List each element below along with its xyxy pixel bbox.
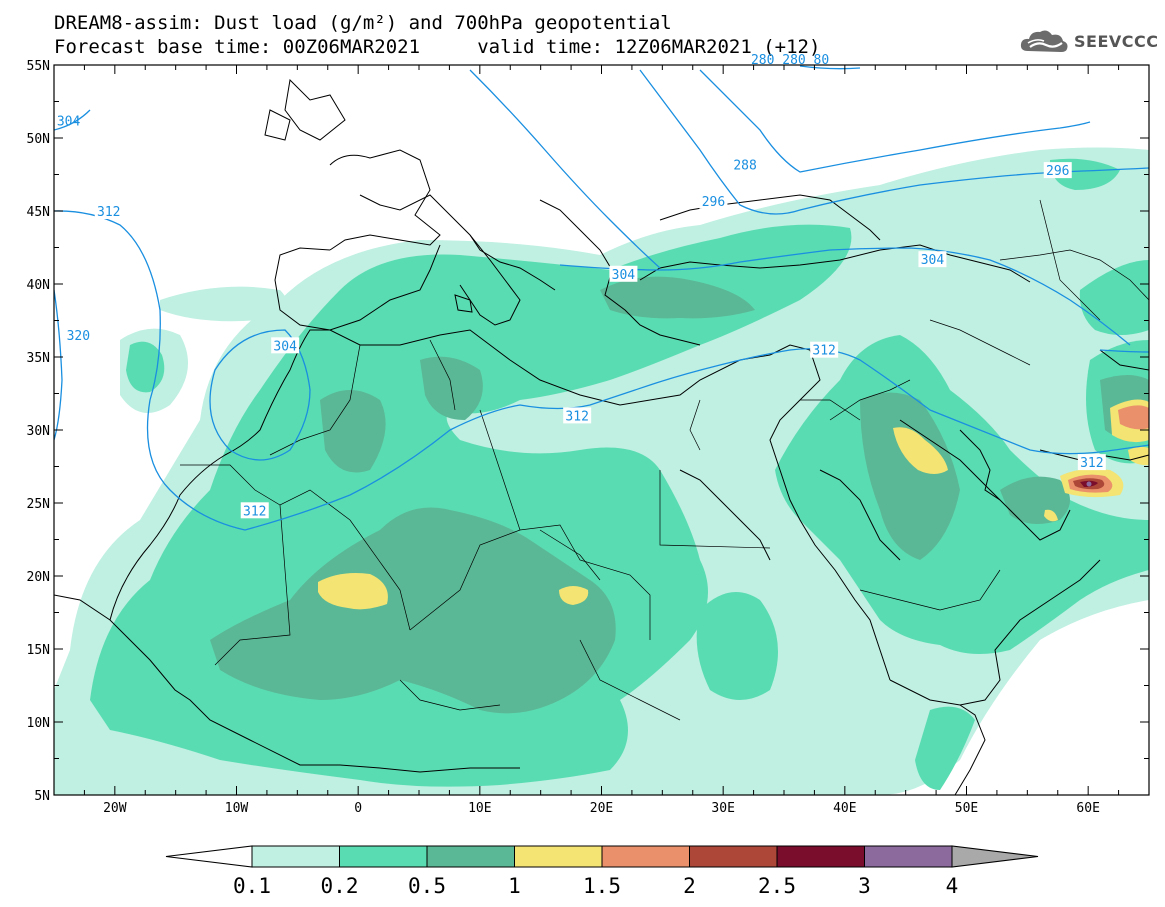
- colorbar-level-label: 0.5: [408, 874, 446, 898]
- contour-label: 312: [1080, 456, 1103, 471]
- colorbar-swatch: [251, 845, 340, 868]
- colorbar-swatch: [776, 845, 865, 868]
- logo-text: SEEVCCC: [1074, 31, 1159, 51]
- colorbar-level-label: 3: [858, 874, 871, 898]
- colorbar-level-label: 1.5: [583, 874, 621, 898]
- colorbar-level-label: 4: [946, 874, 959, 898]
- lon-tick-label: 20W: [103, 801, 127, 816]
- lat-tick-label: 55N: [27, 59, 50, 74]
- lat-tick-label: 50N: [27, 132, 50, 147]
- lat-tick-label: 5N: [34, 789, 50, 804]
- lon-tick-label: 0: [354, 801, 362, 816]
- contour-label: 296: [702, 195, 725, 210]
- contour-label: 296: [1046, 164, 1069, 179]
- lat-tick-label: 10N: [27, 716, 50, 731]
- colorbar-under-arrow: [165, 845, 253, 868]
- colorbar-level-label: 0.2: [321, 874, 359, 898]
- lat-tick-label: 45N: [27, 205, 50, 220]
- contour-label: 304: [921, 253, 945, 268]
- colorbar-level-label: 2: [683, 874, 696, 898]
- colorbar-swatch: [601, 845, 690, 868]
- colorbar-swatch: [864, 845, 953, 868]
- lat-tick-label: 40N: [27, 278, 50, 293]
- forecast-times: Forecast base time: 00Z06MAR2021 valid t…: [54, 36, 821, 58]
- contour-label: 280 280 80: [751, 53, 829, 68]
- lat-tick-label: 35N: [27, 351, 50, 366]
- contour-label: 312: [97, 205, 120, 220]
- colorbar-level-label: 0.1: [233, 874, 271, 898]
- lon-tick-label: 40E: [833, 801, 856, 816]
- lon-tick-label: 10W: [225, 801, 249, 816]
- seevccc-logo: SEEVCCC: [1018, 25, 1159, 57]
- lon-tick-label: 30E: [711, 801, 734, 816]
- colorbar-level-label: 2.5: [758, 874, 796, 898]
- contour-label: 320: [67, 329, 90, 344]
- map-title: DREAM8-assim: Dust load (g/m²) and 700hP…: [54, 12, 672, 34]
- lon-tick-label: 10E: [468, 801, 491, 816]
- lat-tick-label: 30N: [27, 424, 50, 439]
- colorbar-swatch: [689, 845, 778, 868]
- lon-tick-label: 60E: [1076, 801, 1099, 816]
- cloud-icon: [1020, 30, 1068, 52]
- dust-field: [54, 65, 1149, 795]
- colorbar-level-label: 1: [508, 874, 521, 898]
- lon-tick-label: 50E: [955, 801, 978, 816]
- contour-label: 304: [612, 268, 636, 283]
- contour-label: 304: [57, 114, 81, 129]
- contour-label: 312: [243, 504, 266, 519]
- colorbar-swatch: [514, 845, 603, 868]
- lon-tick-label: 20E: [590, 801, 613, 816]
- lat-tick-label: 15N: [27, 643, 50, 658]
- lat-tick-label: 25N: [27, 497, 50, 512]
- lat-tick-label: 20N: [27, 570, 50, 585]
- contour-label: 312: [812, 344, 835, 359]
- colorbar: 0.1 0.2 0.5 1 1.5 2 2.5 3 4: [165, 845, 1039, 898]
- contour-label: 304: [273, 339, 297, 354]
- contour-label: 312: [565, 409, 588, 424]
- colorbar-swatch: [426, 845, 515, 868]
- contour-label: 288: [733, 158, 756, 173]
- axis-ticks: 20W 10W 0 10E 20E 30E 40E 50E 60E 55N 50N 45N 40N 35N…: [27, 59, 1150, 816]
- colorbar-swatch: [339, 845, 428, 868]
- colorbar-over-arrow: [951, 845, 1039, 868]
